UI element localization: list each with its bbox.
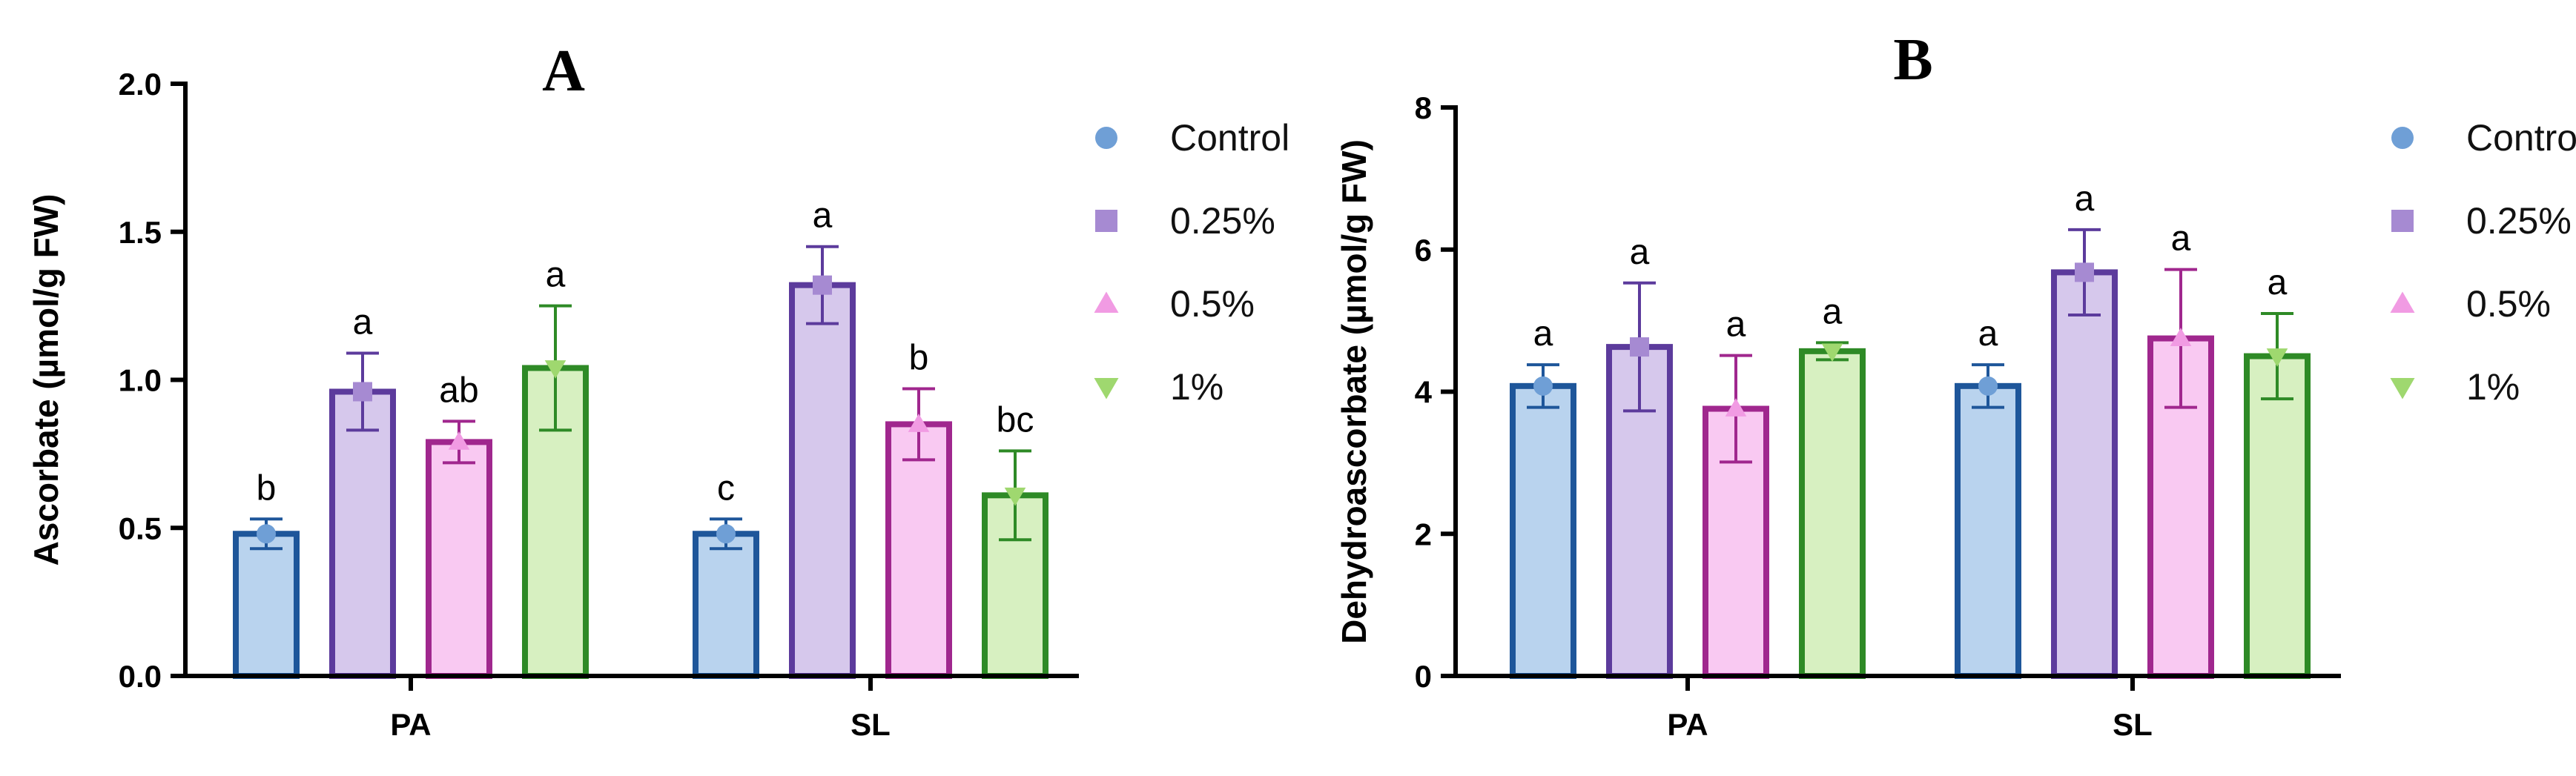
y-tick-label: 6: [1415, 233, 1432, 268]
bar: [2051, 269, 2118, 679]
significance-letter: a: [2171, 219, 2191, 259]
data-point-marker: [2266, 348, 2288, 367]
bar: [329, 388, 396, 679]
legend-label: Control: [2466, 117, 2576, 159]
y-tick-label: 2.0: [119, 67, 162, 102]
significance-letter: a: [1630, 233, 1650, 272]
significance-letter: ab: [439, 371, 478, 410]
significance-letter: a: [2268, 263, 2288, 302]
data-point-marker: [908, 414, 930, 432]
legend-marker: [2391, 210, 2414, 232]
y-axis-label: Dehydroascorbate (µmol/g FW): [1335, 139, 1373, 644]
legend-marker: [2390, 291, 2415, 313]
significance-letter: a: [546, 256, 566, 295]
legend-marker: [1095, 210, 1117, 232]
legend-marker: [2390, 378, 2415, 399]
bar: [233, 531, 300, 679]
significance-letter: b: [909, 338, 929, 377]
y-tick-label: 1.0: [119, 363, 162, 398]
significance-letter: a: [1978, 314, 1998, 354]
significance-letter: a: [2075, 179, 2095, 219]
legend-label: 0.25%: [1170, 200, 1275, 242]
data-point-marker: [1821, 343, 1843, 362]
legend-marker: [1094, 291, 1119, 313]
significance-letter: a: [1533, 314, 1553, 354]
data-point-marker: [544, 360, 567, 379]
bar: [789, 282, 856, 680]
x-tick-label: SL: [851, 707, 891, 742]
data-point-marker: [2170, 328, 2192, 346]
significance-letter: a: [813, 196, 833, 236]
bar: [885, 421, 952, 679]
bar: [693, 531, 759, 679]
data-point-marker: [353, 382, 372, 402]
x-tick-label: PA: [390, 707, 431, 742]
bar: [2244, 353, 2311, 679]
data-point-marker: [257, 524, 276, 544]
significance-letter: c: [717, 468, 735, 508]
legend-label: 0.5%: [2466, 283, 2551, 325]
legend: Control 0.25% 0.5% 1%: [1094, 117, 1289, 408]
y-tick-label: 4: [1415, 375, 1433, 410]
panel-title: A: [542, 39, 585, 104]
panel-title: B: [1893, 27, 1932, 93]
legend-label: 0.5%: [1170, 283, 1255, 325]
legend-label: 0.25%: [2466, 200, 2572, 242]
significance-letter: a: [1823, 292, 1843, 331]
x-tick-label: SL: [2113, 707, 2153, 742]
legend-marker: [1094, 378, 1119, 399]
legend-label: Control: [1170, 117, 1289, 159]
data-point-marker: [1630, 337, 1649, 357]
y-tick-label: 8: [1415, 90, 1432, 125]
y-tick-label: 0: [1415, 659, 1432, 694]
y-axis-label: Ascorbate (µmol/g FW): [27, 194, 65, 566]
data-point-marker: [1725, 398, 1747, 417]
bar: [1955, 382, 2021, 680]
y-tick-label: 2: [1415, 517, 1432, 551]
data-point-marker: [1533, 376, 1553, 396]
bar: [1799, 348, 1866, 679]
x-tick-label: PA: [1667, 707, 1708, 742]
data-point-marker: [1004, 487, 1026, 506]
bar: [1510, 382, 1576, 680]
legend-marker: [1095, 127, 1117, 149]
data-point-marker: [813, 275, 832, 295]
data-point-marker: [448, 431, 470, 450]
panel-B: B Dehydroascorbate (µmol/g FW) a a a a a a a a 0 2 4…: [1335, 27, 2576, 742]
significance-letter: bc: [997, 400, 1034, 440]
y-tick-label: 0.0: [119, 659, 162, 694]
data-point-marker: [2075, 262, 2094, 282]
y-tick-label: 0.5: [119, 511, 162, 545]
data-point-marker: [1978, 376, 1998, 396]
significance-letter: a: [353, 303, 373, 342]
bar: [426, 439, 492, 680]
legend-marker: [2391, 127, 2414, 149]
significance-letter: a: [1726, 305, 1746, 345]
y-tick-label: 1.5: [119, 215, 162, 250]
significance-letter: b: [257, 468, 277, 508]
legend: Control 0.25% 0.5% 1%: [2390, 117, 2576, 408]
legend-label: 1%: [1170, 366, 1223, 408]
legend-label: 1%: [2466, 366, 2520, 408]
data-point-marker: [716, 524, 736, 544]
